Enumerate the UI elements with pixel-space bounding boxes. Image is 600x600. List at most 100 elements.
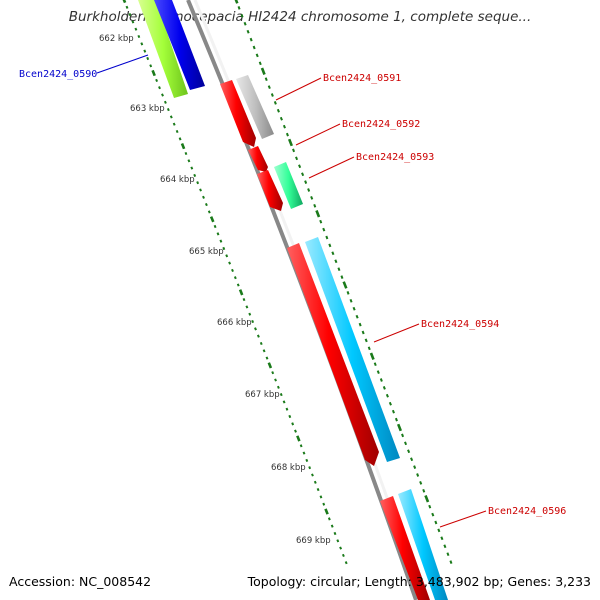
gene-label-0592[interactable]: Bcen2424_0592 <box>342 119 420 130</box>
tick-mark <box>344 561 348 565</box>
tick-mark <box>319 495 323 499</box>
tick-mark <box>287 138 294 147</box>
tick-mark <box>449 560 453 564</box>
gene-0596-gene[interactable] <box>398 489 448 600</box>
tick-mark <box>446 552 450 557</box>
callout-0594 <box>373 323 420 343</box>
ruler-label: 667 kbp <box>245 390 280 400</box>
ruler-label: 668 kbp <box>271 463 306 473</box>
gene-label-0596[interactable]: Bcen2424_0596 <box>488 506 566 517</box>
tick-mark <box>273 101 277 105</box>
tick-mark <box>155 78 159 82</box>
tick-mark <box>169 115 173 119</box>
backbone-outer <box>186 0 418 600</box>
tick-mark <box>199 188 202 192</box>
tick-mark <box>437 528 441 533</box>
gene-0590-blue[interactable] <box>154 0 205 90</box>
tick-mark <box>407 449 411 454</box>
tick-mark <box>431 512 435 517</box>
gene-label-0594[interactable]: Bcen2424_0594 <box>421 319 499 330</box>
tick-mark <box>336 539 340 543</box>
gene-0596-cds[interactable] <box>380 496 430 600</box>
tick-mark <box>358 322 362 327</box>
tick-mark <box>251 319 255 324</box>
tick-mark <box>242 298 246 302</box>
gene-label-0593[interactable]: Bcen2424_0593 <box>356 152 434 163</box>
tick-mark <box>128 13 132 17</box>
gene-0591-gene[interactable] <box>236 75 274 139</box>
tick-mark <box>258 61 262 66</box>
tick-mark <box>178 137 182 141</box>
tick-mark <box>265 356 269 360</box>
tick-mark <box>249 37 253 42</box>
tick-mark <box>175 129 179 134</box>
tick-mark <box>416 473 420 477</box>
tick-mark <box>285 407 289 411</box>
tick-mark <box>260 67 266 75</box>
tick-mark <box>255 53 259 58</box>
tick-mark <box>291 422 295 426</box>
gene-0594-gene[interactable] <box>305 237 400 462</box>
tick-mark <box>243 21 247 26</box>
tick-mark <box>166 108 170 112</box>
tick-mark <box>369 352 375 360</box>
tick-mark <box>404 441 408 446</box>
tick-mark <box>333 531 337 536</box>
tick-mark <box>327 517 331 521</box>
tick-mark <box>228 261 232 265</box>
tick-mark <box>204 203 208 207</box>
tick-mark <box>172 122 176 126</box>
tick-mark <box>274 378 277 382</box>
gene-0591-cds[interactable] <box>220 80 256 147</box>
tick-mark <box>373 362 377 367</box>
tick-mark <box>382 386 386 390</box>
tick-mark <box>367 346 371 351</box>
tick-mark <box>137 34 141 39</box>
tick-mark <box>324 508 329 515</box>
gene-label-0591[interactable]: Bcen2424_0591 <box>323 73 401 84</box>
tick-mark <box>276 108 280 113</box>
ruler-label: 664 kbp <box>160 175 195 185</box>
tick-mark <box>322 227 326 232</box>
tick-mark <box>391 409 395 414</box>
tick-mark <box>270 93 274 97</box>
gene-label-0590[interactable]: Bcen2424_0590 <box>19 69 97 80</box>
tick-mark <box>216 232 220 236</box>
tick-mark <box>256 334 260 338</box>
ruler-label: 665 kbp <box>189 247 224 257</box>
gene-0593-cds[interactable] <box>257 170 283 211</box>
tick-mark <box>259 341 263 346</box>
genome-summary-text: Topology: circular; Length: 3,483,902 bp… <box>247 574 591 589</box>
gene-0594-cds[interactable] <box>287 243 379 466</box>
tick-mark <box>410 457 414 462</box>
tick-mark <box>376 370 380 374</box>
map-title: Burkholderia cenocepacia HI2424 chromoso… <box>68 9 532 25</box>
tick-mark <box>233 276 237 280</box>
tick-mark <box>207 210 211 214</box>
gene-0592-cds[interactable] <box>248 146 268 172</box>
tick-mark <box>248 312 252 316</box>
tick-mark <box>346 291 350 295</box>
tick-mark <box>340 275 344 279</box>
tick-mark <box>238 289 244 296</box>
tick-mark <box>328 243 332 248</box>
tick-mark <box>394 417 398 422</box>
tick-mark <box>294 429 297 433</box>
tick-mark <box>339 546 343 550</box>
tick-mark <box>315 210 321 218</box>
tick-mark <box>222 246 226 251</box>
tick-mark <box>301 172 305 177</box>
gene-0593-gene[interactable] <box>274 162 303 209</box>
tick-mark <box>213 224 217 229</box>
tick-mark <box>240 13 244 18</box>
callout-0596 <box>439 510 487 528</box>
gene-0590-lime[interactable] <box>138 0 188 98</box>
tick-mark <box>302 451 306 455</box>
tick-mark <box>313 480 317 484</box>
callout-0591 <box>275 77 322 101</box>
tick-mark <box>341 553 345 557</box>
tick-mark <box>443 544 447 549</box>
tick-mark <box>252 45 256 50</box>
accession-text: Accession: NC_008542 <box>9 574 152 589</box>
